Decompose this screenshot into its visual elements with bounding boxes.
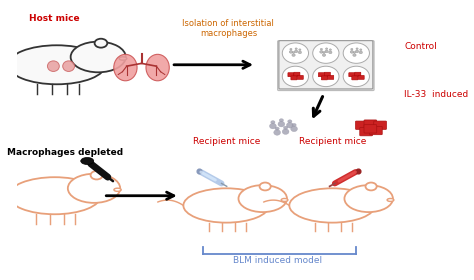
Text: Isolation of interstitial
macrophages: Isolation of interstitial macrophages xyxy=(182,19,274,38)
Ellipse shape xyxy=(283,66,309,87)
Ellipse shape xyxy=(288,120,292,123)
FancyBboxPatch shape xyxy=(352,76,358,80)
Ellipse shape xyxy=(295,48,297,50)
Ellipse shape xyxy=(283,126,288,129)
FancyBboxPatch shape xyxy=(364,125,377,133)
FancyBboxPatch shape xyxy=(360,127,373,136)
Ellipse shape xyxy=(328,51,332,54)
Ellipse shape xyxy=(290,48,292,50)
Ellipse shape xyxy=(81,157,94,165)
Text: Host mice: Host mice xyxy=(29,14,80,23)
Ellipse shape xyxy=(359,51,363,54)
Ellipse shape xyxy=(329,49,331,51)
Ellipse shape xyxy=(270,123,276,129)
FancyBboxPatch shape xyxy=(319,73,324,77)
Ellipse shape xyxy=(322,54,326,57)
Ellipse shape xyxy=(289,188,375,223)
FancyBboxPatch shape xyxy=(364,120,377,128)
FancyBboxPatch shape xyxy=(374,121,386,129)
FancyBboxPatch shape xyxy=(349,73,355,77)
Ellipse shape xyxy=(283,43,309,63)
Ellipse shape xyxy=(146,54,169,81)
Ellipse shape xyxy=(353,52,356,53)
Ellipse shape xyxy=(353,54,356,57)
Text: Macrophages depleted: Macrophages depleted xyxy=(7,148,123,157)
Ellipse shape xyxy=(278,121,285,127)
Ellipse shape xyxy=(320,48,322,50)
Ellipse shape xyxy=(387,199,394,201)
Ellipse shape xyxy=(260,183,271,190)
Ellipse shape xyxy=(281,199,288,201)
FancyBboxPatch shape xyxy=(279,41,373,89)
Ellipse shape xyxy=(279,119,283,122)
Ellipse shape xyxy=(365,183,377,190)
FancyBboxPatch shape xyxy=(321,76,328,80)
Ellipse shape xyxy=(71,42,126,72)
Ellipse shape xyxy=(313,66,339,87)
FancyBboxPatch shape xyxy=(328,75,334,80)
FancyBboxPatch shape xyxy=(358,75,364,80)
Ellipse shape xyxy=(343,66,369,87)
Ellipse shape xyxy=(274,130,281,135)
FancyBboxPatch shape xyxy=(278,41,374,90)
Text: Recipient mice: Recipient mice xyxy=(192,137,260,146)
Ellipse shape xyxy=(345,185,393,212)
Ellipse shape xyxy=(323,52,325,53)
Ellipse shape xyxy=(326,48,328,50)
Ellipse shape xyxy=(292,52,295,53)
Text: Recipient mice: Recipient mice xyxy=(299,137,366,146)
Ellipse shape xyxy=(298,51,301,54)
Ellipse shape xyxy=(289,51,292,53)
Ellipse shape xyxy=(292,123,296,127)
Ellipse shape xyxy=(356,50,359,53)
FancyBboxPatch shape xyxy=(324,72,330,76)
Ellipse shape xyxy=(95,39,107,48)
FancyBboxPatch shape xyxy=(356,121,368,129)
Ellipse shape xyxy=(351,48,353,50)
Ellipse shape xyxy=(9,177,101,214)
Ellipse shape xyxy=(114,188,121,191)
FancyBboxPatch shape xyxy=(297,75,303,80)
Ellipse shape xyxy=(47,61,59,71)
Ellipse shape xyxy=(8,45,106,84)
Ellipse shape xyxy=(294,50,298,53)
Ellipse shape xyxy=(291,126,298,132)
Ellipse shape xyxy=(275,127,279,130)
Ellipse shape xyxy=(91,171,103,179)
Ellipse shape xyxy=(325,50,328,53)
Text: BLM induced model: BLM induced model xyxy=(233,256,322,265)
Ellipse shape xyxy=(119,57,127,60)
Ellipse shape xyxy=(238,185,287,212)
Ellipse shape xyxy=(282,129,289,134)
Ellipse shape xyxy=(313,43,339,63)
FancyBboxPatch shape xyxy=(370,126,382,135)
Text: IL-33  induced: IL-33 induced xyxy=(404,90,468,99)
Ellipse shape xyxy=(350,51,354,53)
Ellipse shape xyxy=(286,122,293,128)
Ellipse shape xyxy=(343,43,369,63)
FancyBboxPatch shape xyxy=(294,72,300,76)
Ellipse shape xyxy=(68,174,120,203)
Ellipse shape xyxy=(292,54,295,57)
FancyBboxPatch shape xyxy=(355,72,361,76)
Ellipse shape xyxy=(63,61,74,71)
Text: Control: Control xyxy=(404,42,437,51)
Ellipse shape xyxy=(183,188,269,223)
FancyBboxPatch shape xyxy=(288,73,294,77)
Ellipse shape xyxy=(319,51,323,53)
Ellipse shape xyxy=(299,49,301,51)
Ellipse shape xyxy=(360,49,362,51)
FancyBboxPatch shape xyxy=(291,76,297,80)
Ellipse shape xyxy=(356,48,358,50)
Ellipse shape xyxy=(114,54,137,81)
Ellipse shape xyxy=(271,121,275,124)
